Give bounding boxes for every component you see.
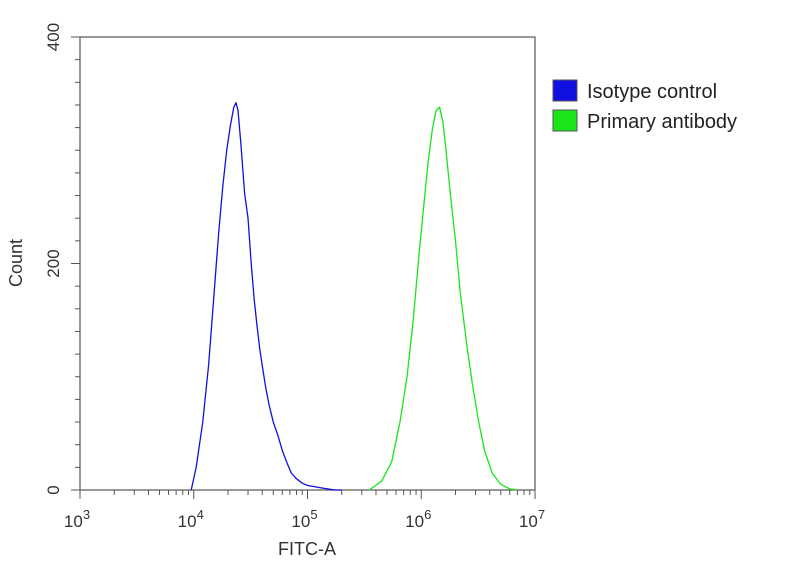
legend-label: Isotype control (587, 81, 717, 103)
series-layer (190, 102, 518, 491)
legend: Isotype control Primary antibody (552, 79, 737, 133)
x-tick-label: 106 (405, 507, 431, 531)
x-axis-label: FITC-A (278, 539, 336, 559)
axis-layer: 103 104 105 106 107 0 200 400 (44, 23, 545, 531)
y-tick-label: 400 (44, 23, 63, 51)
x-tick-label: 103 (64, 507, 90, 531)
legend-swatch (552, 109, 578, 132)
legend-swatch (552, 79, 578, 102)
y-axis-label: Count (6, 239, 26, 287)
x-tick-label: 107 (519, 507, 545, 531)
y-tick-label: 200 (44, 249, 63, 277)
series-line-1 (369, 106, 518, 491)
series-line-0 (190, 102, 342, 491)
x-tick-label: 104 (178, 507, 204, 531)
plot-frame (79, 36, 536, 491)
y-tick-label: 0 (44, 485, 63, 494)
x-tick-label: 105 (291, 507, 317, 531)
legend-label: Primary antibody (587, 111, 737, 133)
